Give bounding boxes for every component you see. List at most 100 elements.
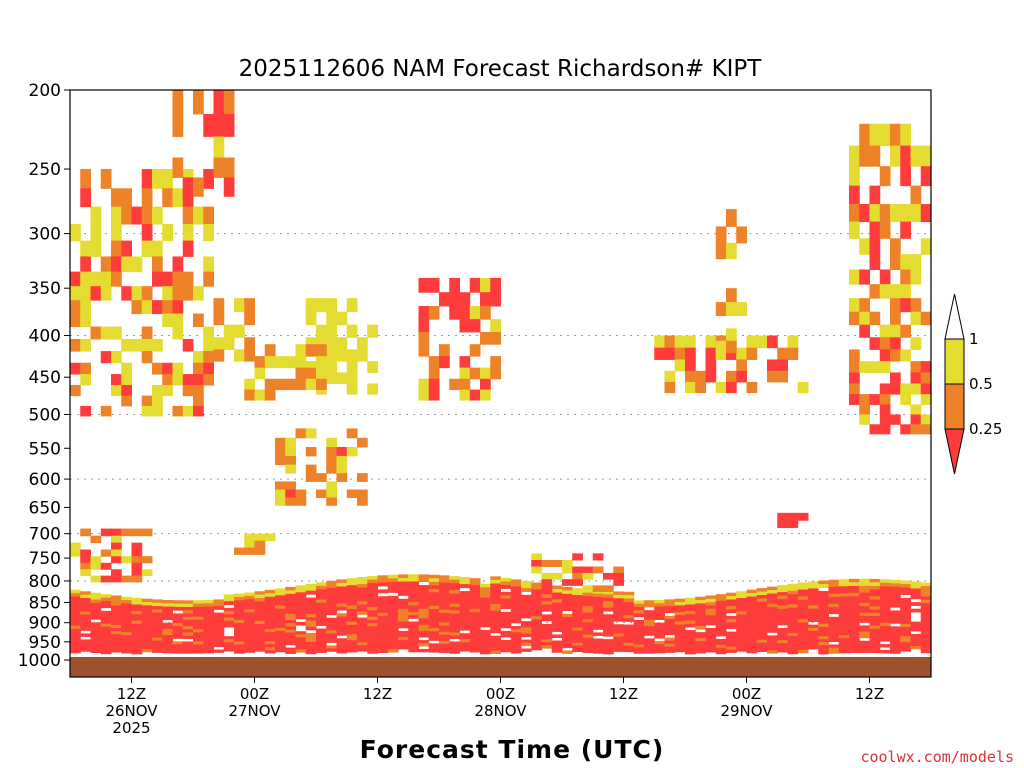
heatmap-cell [254, 614, 266, 619]
heatmap-cell [859, 596, 870, 601]
heatmap-cell [305, 623, 317, 628]
heatmap-cell [357, 620, 368, 625]
heatmap-cell [849, 649, 860, 654]
heatmap-cell [193, 635, 204, 639]
heatmap-cell [849, 383, 860, 395]
heatmap-cell [849, 394, 860, 405]
heatmap-cell [162, 628, 173, 633]
heatmap-cell [172, 90, 184, 115]
heatmap-cell [162, 188, 173, 208]
heatmap-cell [756, 648, 768, 653]
heatmap-cell [254, 645, 266, 649]
heatmap-cell [869, 631, 881, 636]
heatmap-cell [685, 623, 696, 628]
heatmap-cell [767, 650, 778, 654]
heatmap-cell [152, 649, 163, 653]
heatmap-cell [736, 226, 747, 244]
heatmap-cell [910, 404, 922, 416]
heatmap-cell [469, 592, 481, 597]
heatmap-cell [152, 384, 163, 397]
heatmap-cell [592, 610, 604, 615]
heatmap-cell [152, 615, 163, 620]
heatmap-cell [162, 313, 173, 328]
heatmap-cell [162, 384, 173, 397]
heatmap-cell [316, 612, 327, 617]
heatmap-cell [111, 384, 122, 397]
heatmap-cell [674, 605, 686, 610]
heatmap-cell [203, 169, 214, 189]
heatmap-cell [664, 628, 676, 633]
heatmap-cell [695, 619, 706, 624]
heatmap-cell [162, 625, 173, 630]
heatmap-cell [172, 635, 184, 639]
heatmap-cell [316, 615, 327, 620]
heatmap-cell [408, 615, 419, 619]
heatmap-cell [890, 324, 901, 338]
heatmap-cell [500, 642, 512, 647]
heatmap-cell [674, 602, 686, 606]
heatmap-cell [162, 300, 173, 315]
heatmap-cell [346, 446, 358, 457]
heatmap-cell [316, 602, 327, 607]
heatmap-cell [275, 627, 286, 632]
heatmap-cell [551, 649, 563, 653]
heatmap-cell [490, 650, 501, 654]
heatmap-cell [726, 643, 737, 648]
heatmap-cell [408, 627, 419, 632]
heatmap-cell [767, 586, 778, 591]
heatmap-cell [797, 643, 809, 648]
heatmap-cell [480, 647, 491, 652]
heatmap-cell [797, 625, 809, 630]
heatmap-cell [890, 610, 901, 615]
heatmap-cell [838, 619, 850, 624]
heatmap-cell [182, 405, 194, 417]
heatmap-cell [808, 630, 819, 635]
heatmap-cell [726, 288, 737, 303]
heatmap-cell [182, 603, 194, 608]
heatmap-cell [664, 619, 676, 623]
heatmap-cell [459, 601, 471, 606]
heatmap-cell [920, 603, 932, 607]
y-tick-label: 350 [29, 279, 61, 299]
heatmap-cell [890, 620, 901, 624]
heatmap-cell [326, 584, 337, 589]
heatmap-cell [121, 339, 132, 352]
heatmap-cell [869, 589, 881, 594]
heatmap-cell [592, 566, 604, 574]
heatmap-cell [685, 611, 696, 615]
heatmap-cell [562, 597, 573, 602]
heatmap-cell [131, 617, 143, 622]
heatmap-cell [838, 628, 850, 633]
heatmap-cell [777, 649, 788, 653]
y-tick-label: 600 [29, 470, 61, 490]
heatmap-cell [398, 630, 409, 635]
heatmap-cell [869, 640, 881, 645]
heatmap-cell [633, 613, 645, 618]
heatmap-cell [818, 604, 829, 609]
heatmap-cell [152, 634, 163, 639]
heatmap-cell [111, 535, 122, 544]
heatmap-cell [162, 169, 173, 189]
heatmap-cell [244, 637, 255, 641]
heatmap-cell [859, 599, 870, 604]
heatmap-cell [172, 300, 184, 315]
heatmap-cell [572, 598, 583, 603]
heatmap-cell [141, 615, 153, 619]
heatmap-cell [633, 650, 645, 654]
heatmap-cell [644, 647, 655, 651]
heatmap-cell [264, 356, 276, 369]
heatmap-cell [377, 649, 389, 654]
heatmap-cell [838, 599, 850, 604]
heatmap-cell [439, 596, 450, 601]
heatmap-cell [275, 618, 286, 623]
heatmap-cell [100, 647, 112, 652]
heatmap-cell [685, 645, 696, 649]
heatmap-cell [623, 611, 635, 616]
heatmap-cell [152, 612, 163, 617]
heatmap-cell [890, 632, 901, 637]
heatmap-cell [633, 619, 645, 624]
heatmap-cell [787, 614, 799, 618]
heatmap-cell [838, 638, 850, 642]
heatmap-cell [387, 640, 399, 644]
